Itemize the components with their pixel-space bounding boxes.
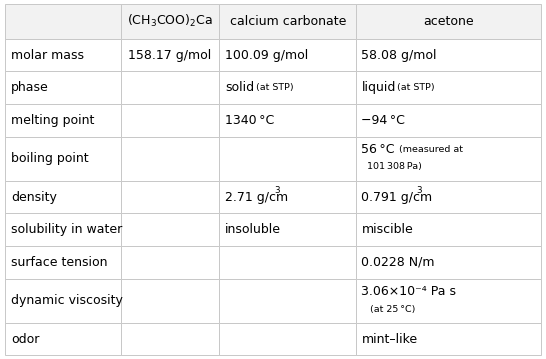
Text: 56 °C: 56 °C bbox=[361, 144, 395, 157]
Text: 3: 3 bbox=[416, 186, 422, 195]
Bar bbox=[121, 214, 219, 246]
Text: 158.17 g/mol: 158.17 g/mol bbox=[128, 49, 212, 62]
Bar bbox=[5, 137, 121, 181]
Bar bbox=[356, 39, 541, 71]
Text: solid: solid bbox=[225, 81, 254, 94]
Text: −94 °C: −94 °C bbox=[361, 114, 405, 127]
Text: 3: 3 bbox=[274, 186, 280, 195]
Bar bbox=[219, 181, 356, 214]
Text: (at STP): (at STP) bbox=[394, 83, 434, 92]
Text: solubility in water: solubility in water bbox=[11, 223, 122, 236]
Bar bbox=[121, 104, 219, 137]
Bar bbox=[356, 104, 541, 137]
Bar bbox=[219, 137, 356, 181]
Bar bbox=[121, 246, 219, 279]
Bar bbox=[5, 104, 121, 137]
Bar bbox=[121, 4, 219, 39]
Bar bbox=[356, 323, 541, 355]
Bar bbox=[219, 279, 356, 323]
Bar bbox=[219, 71, 356, 104]
Text: phase: phase bbox=[11, 81, 49, 94]
Text: (at STP): (at STP) bbox=[253, 83, 294, 92]
Bar bbox=[356, 4, 541, 39]
Text: (at 25 °C): (at 25 °C) bbox=[370, 305, 415, 314]
Text: $\mathregular{(CH_3COO)_2Ca}$: $\mathregular{(CH_3COO)_2Ca}$ bbox=[127, 13, 213, 29]
Bar bbox=[5, 181, 121, 214]
Text: 58.08 g/mol: 58.08 g/mol bbox=[361, 49, 437, 62]
Bar bbox=[356, 246, 541, 279]
Text: 2.71 g/cm: 2.71 g/cm bbox=[225, 191, 288, 204]
Text: (measured at: (measured at bbox=[399, 145, 462, 154]
Bar bbox=[121, 71, 219, 104]
Bar bbox=[219, 104, 356, 137]
Text: mint–like: mint–like bbox=[361, 332, 418, 346]
Text: molar mass: molar mass bbox=[11, 49, 84, 62]
Bar bbox=[219, 214, 356, 246]
Bar bbox=[5, 323, 121, 355]
Bar bbox=[356, 181, 541, 214]
Text: odor: odor bbox=[11, 332, 39, 346]
Bar bbox=[121, 181, 219, 214]
Text: surface tension: surface tension bbox=[11, 256, 108, 269]
Bar bbox=[5, 279, 121, 323]
Bar bbox=[5, 71, 121, 104]
Bar bbox=[356, 71, 541, 104]
Text: 100.09 g/mol: 100.09 g/mol bbox=[225, 49, 308, 62]
Text: density: density bbox=[11, 191, 57, 204]
Text: liquid: liquid bbox=[361, 81, 396, 94]
Text: dynamic viscosity: dynamic viscosity bbox=[11, 294, 123, 307]
Text: miscible: miscible bbox=[361, 223, 413, 236]
Text: boiling point: boiling point bbox=[11, 152, 88, 165]
Bar bbox=[121, 323, 219, 355]
Bar bbox=[219, 39, 356, 71]
Bar bbox=[5, 4, 121, 39]
Bar bbox=[356, 279, 541, 323]
Bar bbox=[5, 246, 121, 279]
Bar bbox=[5, 39, 121, 71]
Bar bbox=[219, 323, 356, 355]
Text: 1340 °C: 1340 °C bbox=[225, 114, 274, 127]
Text: melting point: melting point bbox=[11, 114, 94, 127]
Text: insoluble: insoluble bbox=[225, 223, 281, 236]
Text: calcium carbonate: calcium carbonate bbox=[229, 15, 346, 28]
Text: 101 308 Pa): 101 308 Pa) bbox=[367, 162, 422, 171]
Bar bbox=[356, 137, 541, 181]
Bar bbox=[121, 137, 219, 181]
Text: 3.06×10⁻⁴ Pa s: 3.06×10⁻⁴ Pa s bbox=[361, 285, 456, 298]
Bar bbox=[356, 214, 541, 246]
Bar bbox=[121, 39, 219, 71]
Text: 0.791 g/cm: 0.791 g/cm bbox=[361, 191, 432, 204]
Bar bbox=[5, 214, 121, 246]
Bar bbox=[219, 4, 356, 39]
Bar bbox=[219, 246, 356, 279]
Text: acetone: acetone bbox=[423, 15, 473, 28]
Text: 0.0228 N/m: 0.0228 N/m bbox=[361, 256, 435, 269]
Bar bbox=[121, 279, 219, 323]
